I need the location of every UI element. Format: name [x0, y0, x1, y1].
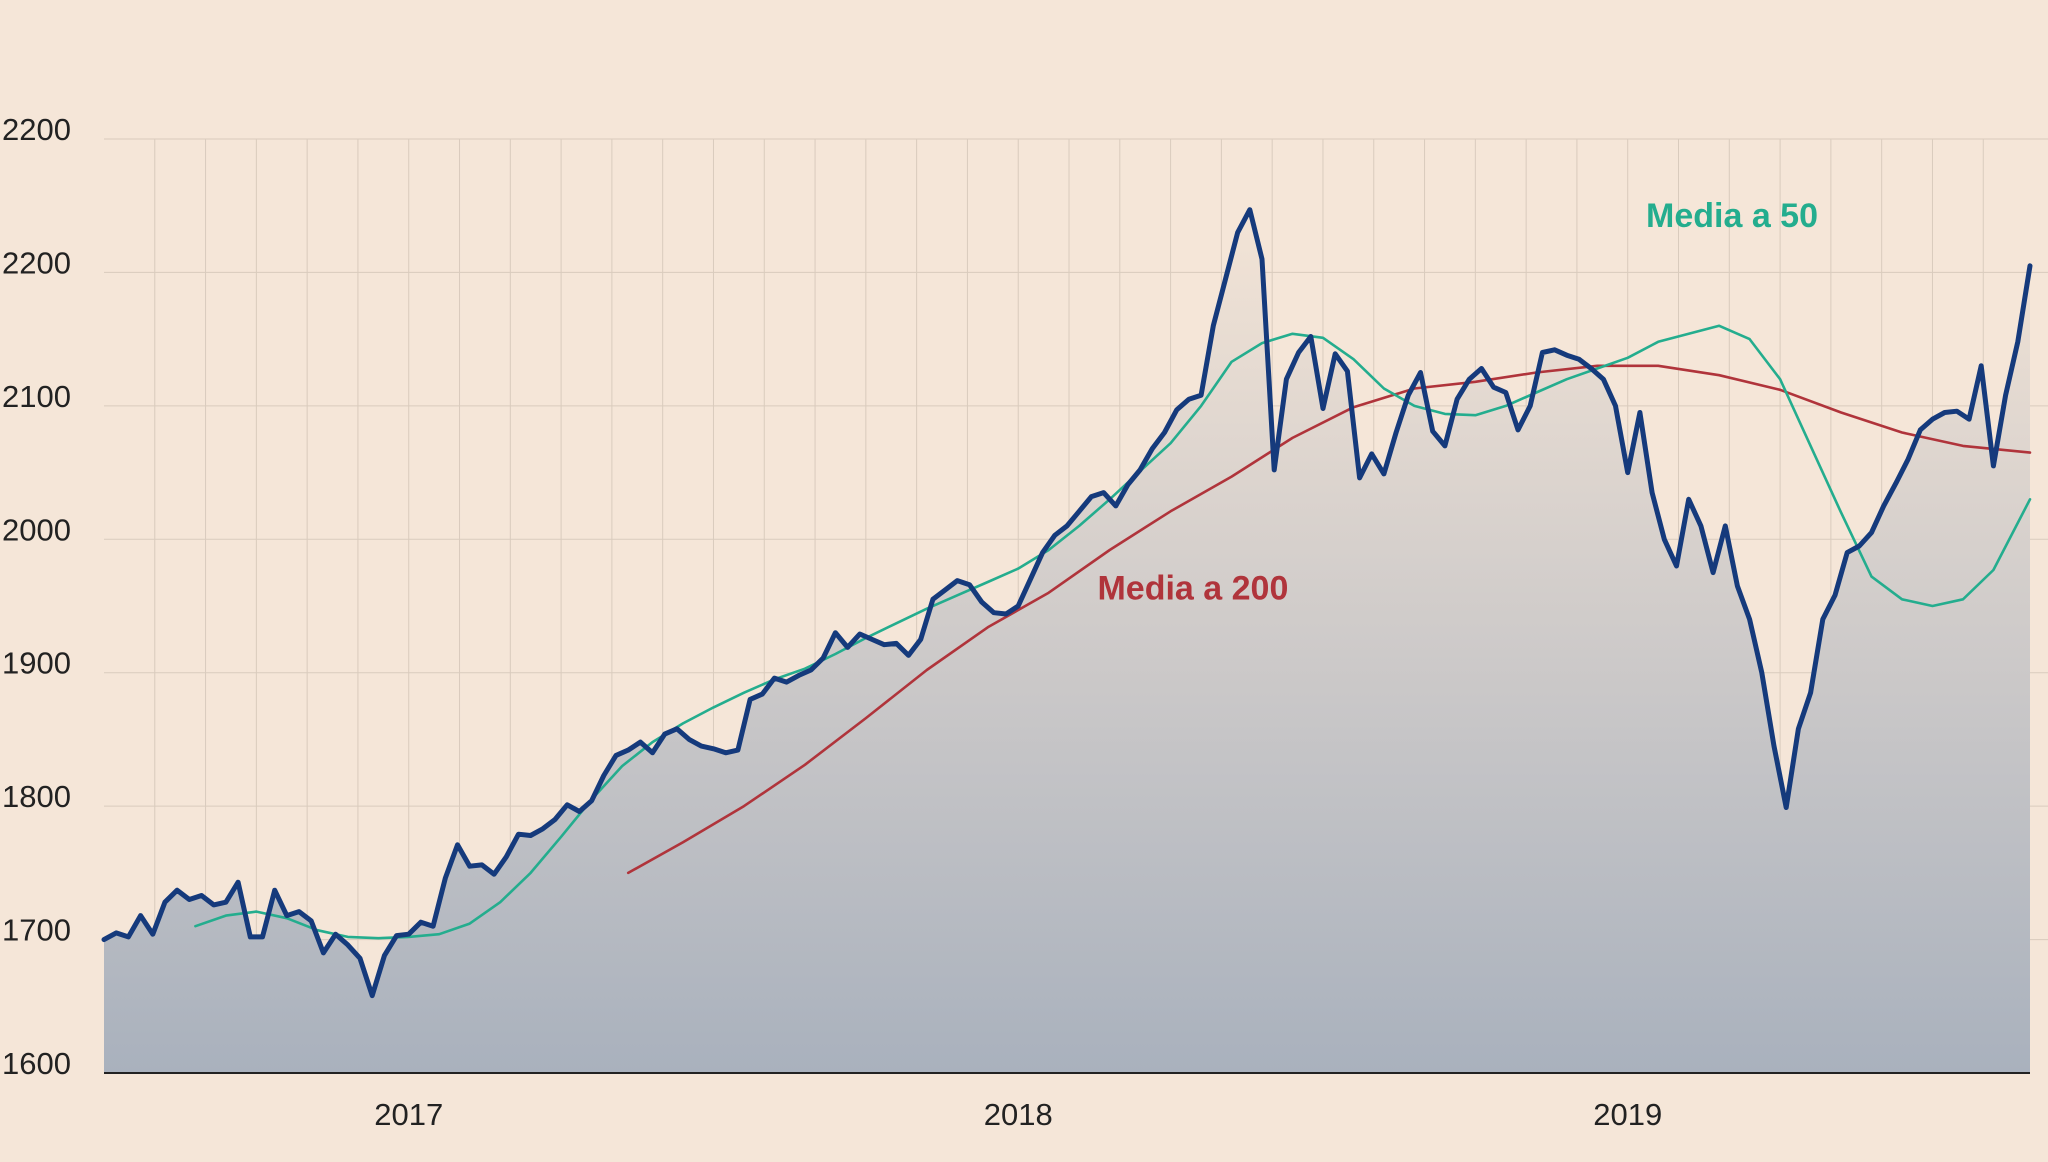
y-tick-label: 1700: [2, 913, 71, 948]
y-tick-label: 1800: [2, 779, 71, 814]
x-tick-label: 2019: [1593, 1097, 1662, 1132]
annotation-ma50: Media a 50: [1646, 197, 1818, 235]
annotation-ma200: Media a 200: [1097, 569, 1288, 607]
y-axis-tick-labels: 1600 1700 1800 1900 2000 2100 2200 2200: [2, 112, 71, 1081]
y-tick-label: 1900: [2, 646, 71, 681]
series-line-ma200: [626, 364, 2032, 875]
annotations: Media a 50 Media a 200: [1097, 197, 1818, 607]
y-tick-label: 2200: [2, 245, 71, 280]
price-area: [104, 209, 2030, 1073]
series-layer: [101, 207, 2033, 999]
y-tick-label: 1600: [2, 1046, 71, 1081]
series-line-price: [101, 207, 2033, 999]
y-tick-label: 2000: [2, 512, 71, 547]
x-axis-tick-labels: 2017 2018 2019: [374, 1097, 1662, 1132]
y-tick-label: 2200: [2, 112, 71, 147]
y-tick-label: 2100: [2, 379, 71, 414]
x-tick-label: 2017: [374, 1097, 443, 1132]
x-tick-label: 2018: [984, 1097, 1053, 1132]
price-area-layer: [104, 209, 2030, 1073]
